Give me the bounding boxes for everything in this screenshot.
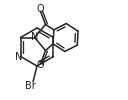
Text: Br: Br: [25, 81, 35, 91]
Text: O: O: [37, 60, 44, 70]
Text: O: O: [37, 4, 44, 14]
Text: N: N: [15, 52, 22, 62]
Text: N: N: [31, 32, 38, 42]
